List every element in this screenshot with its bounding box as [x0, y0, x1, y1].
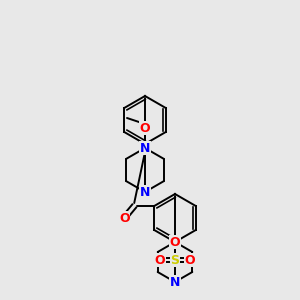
Text: O: O: [155, 254, 165, 266]
Text: O: O: [140, 122, 150, 134]
Text: O: O: [119, 212, 130, 224]
Text: O: O: [185, 254, 195, 266]
Text: S: S: [170, 254, 179, 266]
Text: N: N: [140, 142, 150, 154]
Text: N: N: [140, 185, 150, 199]
Text: O: O: [170, 236, 180, 248]
Text: N: N: [170, 275, 180, 289]
